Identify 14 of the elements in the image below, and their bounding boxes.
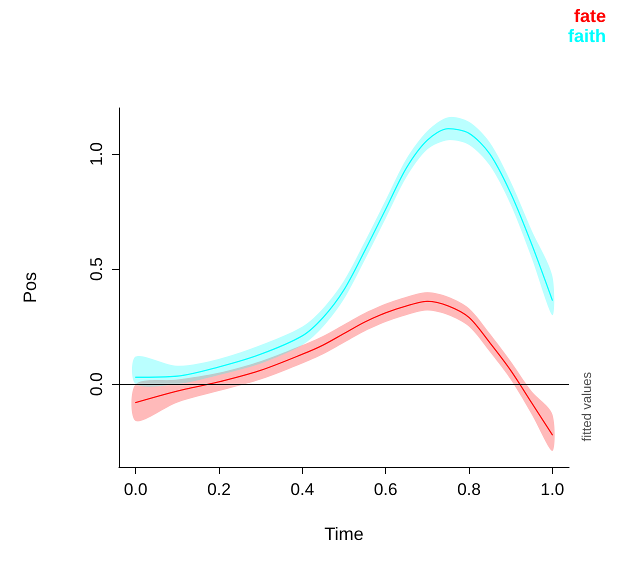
x-tick-label: 0.0: [124, 480, 148, 499]
y-axis-title: Pos: [20, 272, 40, 304]
x-tick-label: 0.8: [457, 480, 481, 499]
x-tick-label: 1.0: [540, 480, 564, 499]
text: faith: [568, 26, 606, 46]
text: fate: [574, 6, 606, 26]
y-tick-label: 0.5: [87, 257, 106, 281]
text: fitted values: [579, 372, 594, 442]
x-axis-title: Time: [324, 524, 364, 544]
y-tick-label: 0.0: [87, 372, 106, 396]
x-tick-label: 0.2: [207, 480, 231, 499]
x-tick-label: 0.4: [290, 480, 314, 499]
y-tick-label: 1.0: [87, 142, 106, 166]
x-tick-label: 0.6: [374, 480, 398, 499]
